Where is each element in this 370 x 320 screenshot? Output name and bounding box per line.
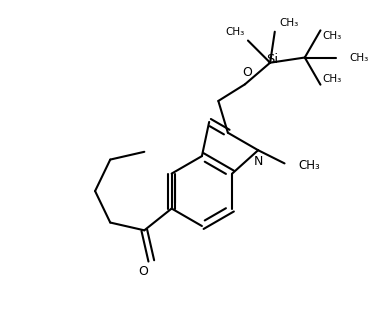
Text: CH₃: CH₃ (298, 159, 320, 172)
Text: Si: Si (266, 53, 278, 66)
Text: O: O (242, 67, 252, 79)
Text: CH₃: CH₃ (280, 18, 299, 28)
Text: CH₃: CH₃ (226, 27, 245, 37)
Text: CH₃: CH₃ (322, 74, 342, 84)
Text: O: O (139, 265, 148, 278)
Text: CH₃: CH₃ (322, 31, 342, 41)
Text: CH₃: CH₃ (350, 52, 369, 62)
Text: N: N (253, 155, 263, 168)
